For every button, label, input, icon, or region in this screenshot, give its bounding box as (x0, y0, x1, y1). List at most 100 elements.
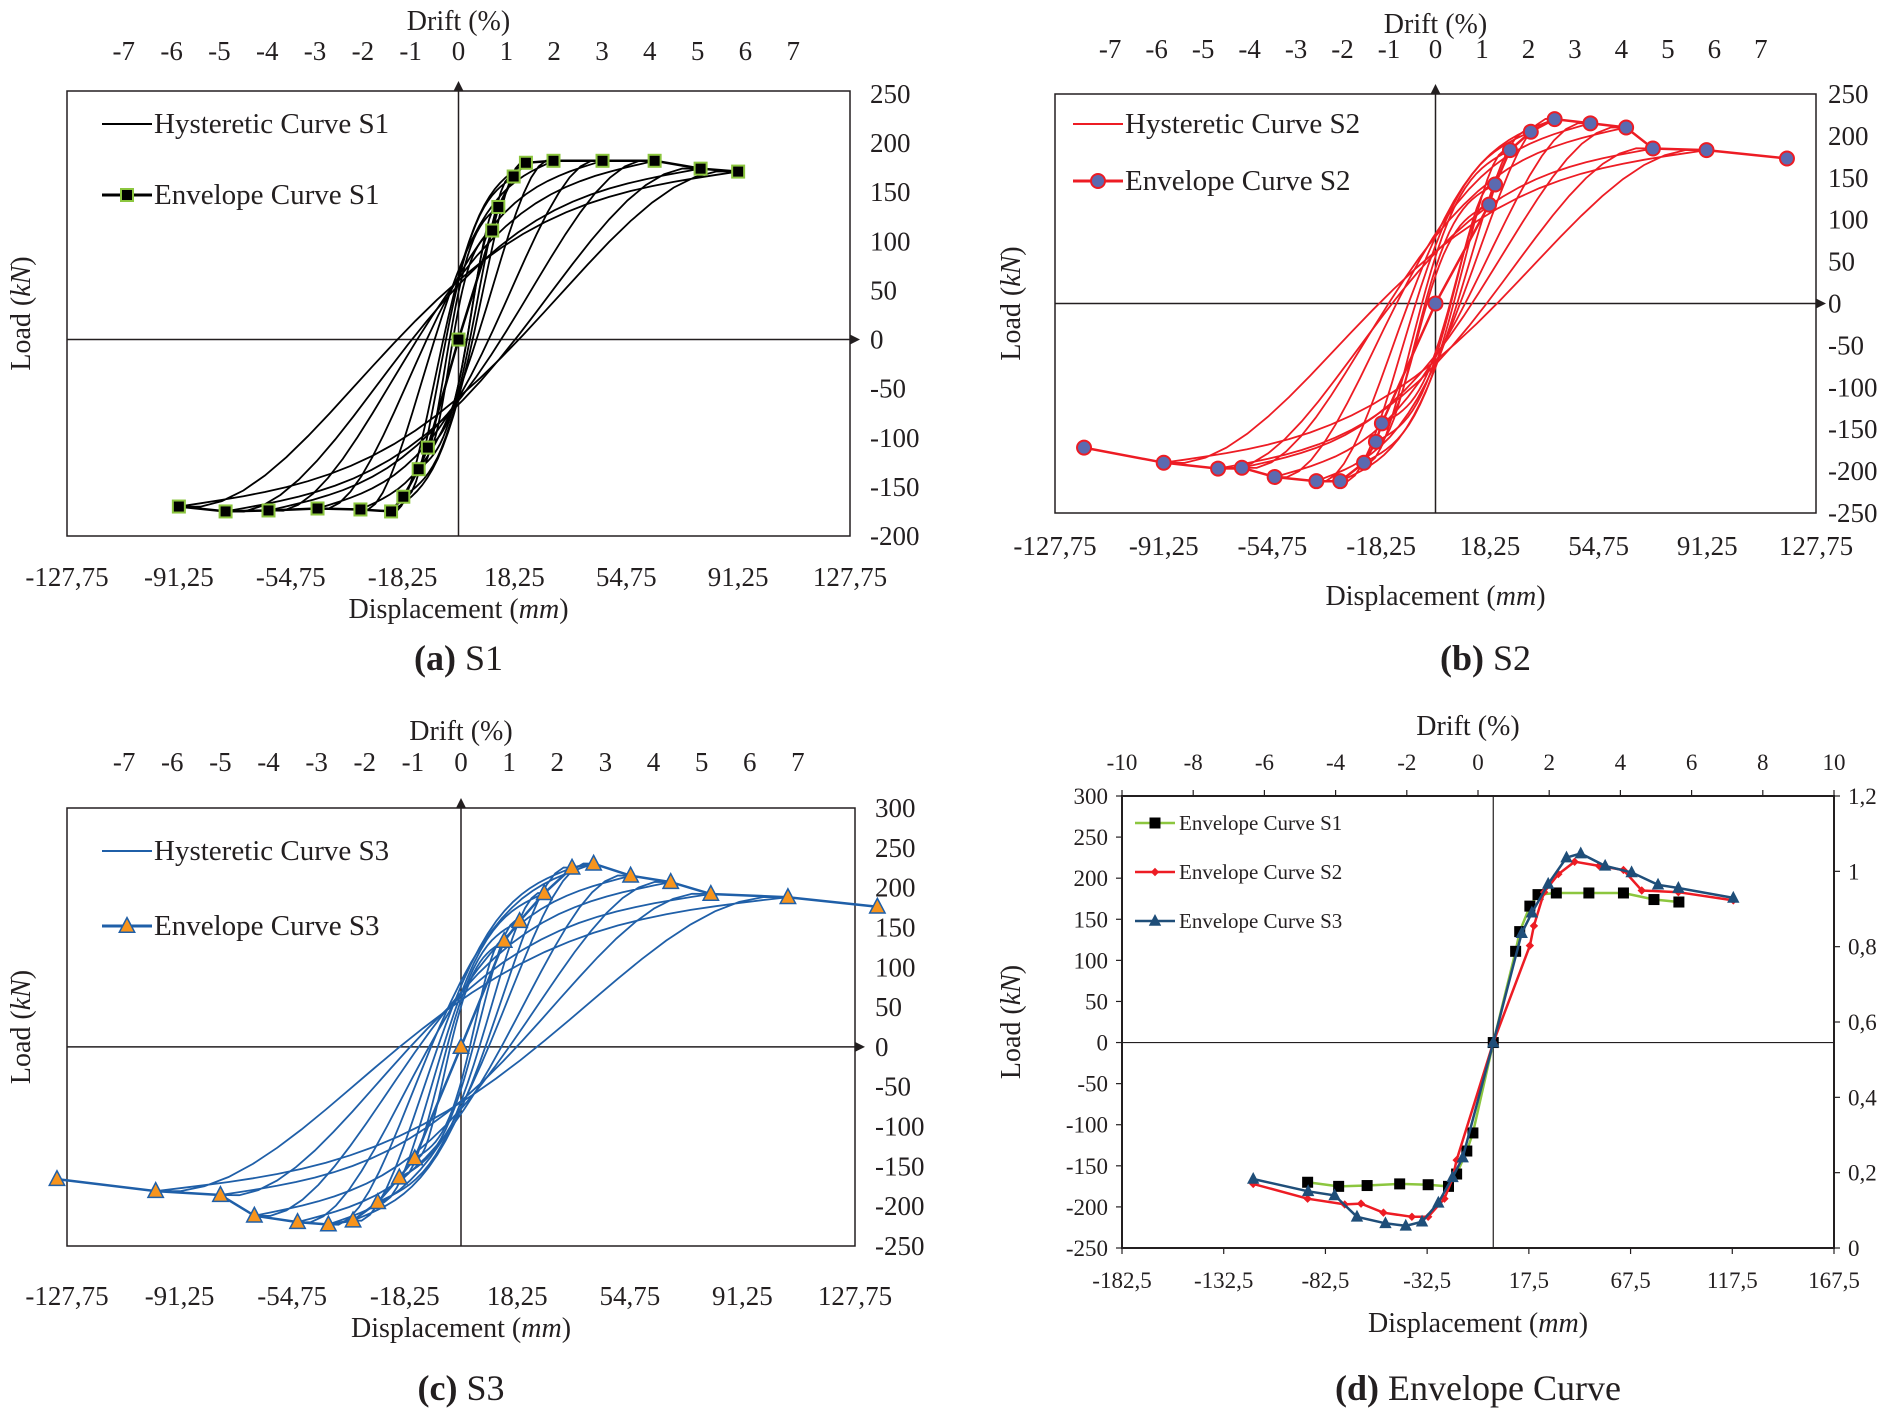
envelope-point (245, 1205, 264, 1223)
y-tick-label: 200 (870, 128, 911, 158)
envelope-point (218, 504, 233, 519)
drift-tick-label: -2 (354, 747, 377, 777)
drift-tick-label: -6 (160, 36, 183, 66)
envelope-point (171, 499, 186, 514)
envelope-point (146, 1181, 165, 1199)
envelope-point (1422, 1179, 1434, 1191)
drift-tick-label: 3 (599, 747, 613, 777)
y2-tick-label: 0,6 (1848, 1010, 1877, 1035)
y-tick-label: -100 (870, 423, 920, 453)
y-tick-label: 100 (870, 226, 911, 256)
drift-tick-label: 4 (1615, 34, 1629, 64)
envelope-point (535, 883, 554, 901)
envelope-point (1333, 1180, 1345, 1192)
x-tick-label: -18,25 (1346, 531, 1416, 561)
x-axis-title-close: ) (559, 594, 568, 625)
envelope-point (1247, 1171, 1260, 1184)
x-tick-label: -18,25 (368, 562, 438, 592)
legend-entry-s2: Envelope Curve S2 (1135, 860, 1342, 884)
x-tick-label: 18,25 (484, 562, 545, 592)
drift-axis-title-unit: (%) (1445, 9, 1487, 40)
legend-label-envelope: Envelope Curve S2 (1125, 165, 1351, 197)
envelope-point (693, 161, 708, 176)
x-tick-label: -82,5 (1301, 1268, 1349, 1293)
y-tick-label: 0 (870, 325, 884, 355)
envelope-point (1582, 115, 1599, 132)
envelope-point (518, 155, 533, 170)
envelope-point (1515, 926, 1528, 939)
y-tick-label: -100 (1066, 1113, 1108, 1138)
x-tick-label: -54,75 (1238, 531, 1308, 561)
panel-letter-close: ) (445, 1368, 457, 1408)
y-tick-label: 150 (875, 912, 916, 942)
drift-axis-title: Drift (%) (1416, 711, 1519, 742)
envelope-point (1076, 439, 1093, 456)
envelope-point (288, 1212, 307, 1230)
y-axis-title-unit: kN (6, 978, 37, 1010)
drift-tick-label: -2 (1331, 34, 1354, 64)
x-tick-label: 127,75 (813, 562, 887, 592)
chart-panel-a: -127,75 -91,25 -54,75 -18,25 18,25 54,75 91,25… (6, 6, 920, 678)
drift-tick-label: -4 (1238, 34, 1261, 64)
envelope-point (1350, 1209, 1364, 1222)
drift-axis-title-unit: (%) (468, 6, 510, 37)
envelope-point (1432, 1195, 1445, 1208)
y-tick-label: -50 (1828, 330, 1864, 360)
drift-tick-label: -10 (1107, 750, 1138, 775)
drift-tick-label: 2 (547, 36, 561, 66)
envelope-point (1301, 1184, 1315, 1197)
y-tick-label: 150 (1828, 163, 1869, 193)
drift-tick-label: -6 (1255, 750, 1274, 775)
chart-panel-b: -127,75 -91,25 -54,75 -18,25 18,25 54,75 91,25… (996, 9, 1878, 678)
y-tick-label: -150 (1066, 1154, 1108, 1179)
y-axis-title: Load (kN) (996, 246, 1027, 360)
y-axis-title-text: Load ( (6, 1010, 37, 1084)
envelope-point (647, 153, 662, 168)
x-tick-label: 91,25 (708, 562, 769, 592)
envelope-point (1778, 150, 1795, 167)
y-tick-label: 150 (870, 177, 911, 207)
legend: Hysteretic Curve S1 Envelope Curve S1 (102, 108, 389, 211)
panel-caption-text: S3 (457, 1368, 504, 1408)
envelope-point (1356, 454, 1373, 471)
x-axis-title-unit: mm (519, 594, 559, 625)
panel-letter: ( (417, 1368, 429, 1408)
drift-axis-title-text: Drift (1416, 711, 1477, 742)
y-axis-title-close: ) (6, 970, 37, 979)
envelope-point (595, 153, 610, 168)
drift-tick-label: 1 (500, 36, 514, 66)
drift-axis-title-text: Drift (409, 716, 470, 747)
y-axis-title: Load (kN) (996, 965, 1027, 1079)
drift-tick-label: 0 (454, 747, 468, 777)
y-tick-label: 0 (875, 1032, 889, 1062)
drift-tick-label: -4 (257, 747, 280, 777)
envelope-point (1648, 894, 1660, 906)
envelope-point (1570, 857, 1579, 866)
x-axis-title-close: ) (1536, 581, 1545, 612)
y2-tick-label: 0,4 (1848, 1085, 1877, 1110)
x-tick-label: -18,25 (370, 1281, 440, 1311)
y2-tick-label: 1,2 (1848, 784, 1877, 809)
y-axis-title-close: ) (996, 965, 1027, 974)
drift-tick-label: -4 (256, 36, 279, 66)
envelope-point (1546, 111, 1563, 128)
y-tick-label: -50 (1077, 1072, 1108, 1097)
drift-tick-label: -6 (161, 747, 184, 777)
envelope-point (1522, 123, 1539, 140)
envelope-point (1501, 142, 1518, 159)
envelope-point (1698, 142, 1715, 159)
y-tick-label: -200 (1828, 456, 1878, 486)
envelope-point (584, 853, 603, 871)
envelope-curve (171, 153, 746, 519)
panel-letter-close: ) (1472, 638, 1484, 678)
drift-tick-label: 5 (695, 747, 709, 777)
envelope-point (1625, 865, 1638, 878)
envelope-point (701, 883, 720, 902)
drift-axis-title-text: Drift (1384, 9, 1445, 40)
envelope-point (621, 865, 640, 883)
panel-caption: (a) S1 (414, 638, 503, 678)
drift-tick-label: 8 (1757, 750, 1769, 775)
legend-entry-s1: Envelope Curve S1 (1135, 811, 1342, 835)
y-tick-label: 250 (1828, 79, 1869, 109)
